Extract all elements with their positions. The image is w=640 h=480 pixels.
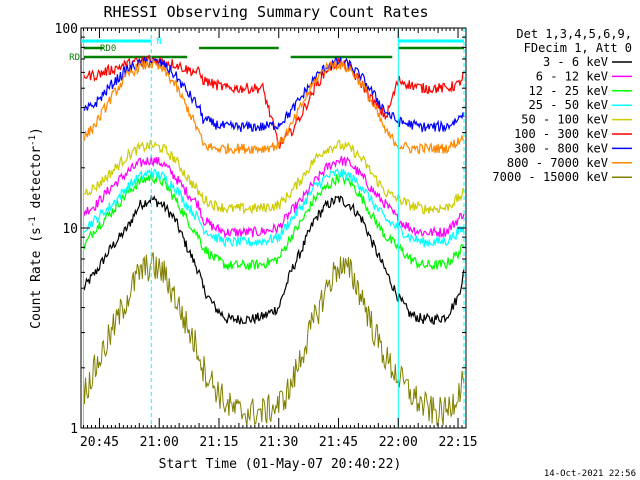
- legend-label: 6 - 12 keV: [536, 69, 608, 83]
- y-axis-label: Count Rate (s-1 detector-1): [28, 127, 44, 329]
- legend-label: 25 - 50 keV: [529, 98, 608, 112]
- series-line: [83, 168, 465, 248]
- legend: Det 1,3,4,5,6,9, FDecim 1, Att 0 3 - 6 k…: [492, 27, 632, 184]
- series-line: [82, 195, 465, 325]
- flag-label: RD0: [100, 44, 116, 54]
- legend-label: 50 - 100 keV: [521, 113, 608, 127]
- x-tick-label: 21:15: [199, 435, 238, 450]
- legend-entry: 25 - 50 keV: [529, 98, 632, 112]
- y-tick-label: 100: [55, 22, 78, 37]
- legend-entry: 3 - 6 keV: [543, 55, 632, 69]
- y-tick-label: 1: [70, 422, 78, 437]
- legend-entry: 6 - 12 keV: [536, 69, 632, 83]
- series-line: [82, 54, 465, 149]
- y-tick-label: 10: [62, 222, 78, 237]
- chart-title: RHESSI Observing Summary Count Rates: [103, 3, 428, 21]
- x-tick-label: 21:45: [319, 435, 358, 450]
- legend-label: 7000 - 15000 keV: [492, 170, 608, 184]
- series-line: [83, 252, 465, 427]
- x-axis-label: Start Time (01-May-07 20:40:22): [159, 457, 402, 472]
- legend-entry: 800 - 7000 keV: [507, 156, 632, 170]
- series-line: [82, 170, 465, 271]
- legend-entry: 12 - 25 keV: [529, 84, 632, 98]
- legend-entry: 7000 - 15000 keV: [492, 170, 632, 184]
- legend-label: 300 - 800 keV: [514, 141, 608, 155]
- footer-date: 14-Oct-2021 22:56: [544, 469, 636, 479]
- x-axis: 20:45 21:00 21:15 21:30 21:45 22:00 22:15: [80, 28, 478, 450]
- x-tick-label: 22:15: [438, 435, 477, 450]
- legend-label: 12 - 25 keV: [529, 84, 608, 98]
- legend-label: 3 - 6 keV: [543, 55, 608, 69]
- legend-entry: 300 - 800 keV: [514, 141, 632, 155]
- legend-entry: 100 - 300 keV: [514, 127, 632, 141]
- legend-label: 100 - 300 keV: [514, 127, 608, 141]
- series-line: [83, 57, 465, 155]
- x-tick-label: 22:00: [379, 435, 418, 450]
- flag-label: N: [156, 37, 161, 47]
- series-line: [83, 139, 465, 215]
- flags-layer: N RD0 RD: [69, 37, 465, 63]
- series-line: [82, 155, 465, 240]
- flag-label: RD: [69, 53, 80, 63]
- legend-header-line: Det 1,3,4,5,6,9,: [516, 27, 632, 41]
- x-tick-label: 20:45: [80, 435, 119, 450]
- x-tick-label: 21:00: [140, 435, 179, 450]
- x-tick-label: 21:30: [259, 435, 298, 450]
- legend-label: 800 - 7000 keV: [507, 156, 608, 170]
- legend-entry: 50 - 100 keV: [521, 113, 632, 127]
- series-layer: [82, 54, 465, 427]
- legend-header-line: FDecim 1, Att 0: [524, 41, 632, 55]
- y-axis: 1 10 100: [55, 22, 466, 437]
